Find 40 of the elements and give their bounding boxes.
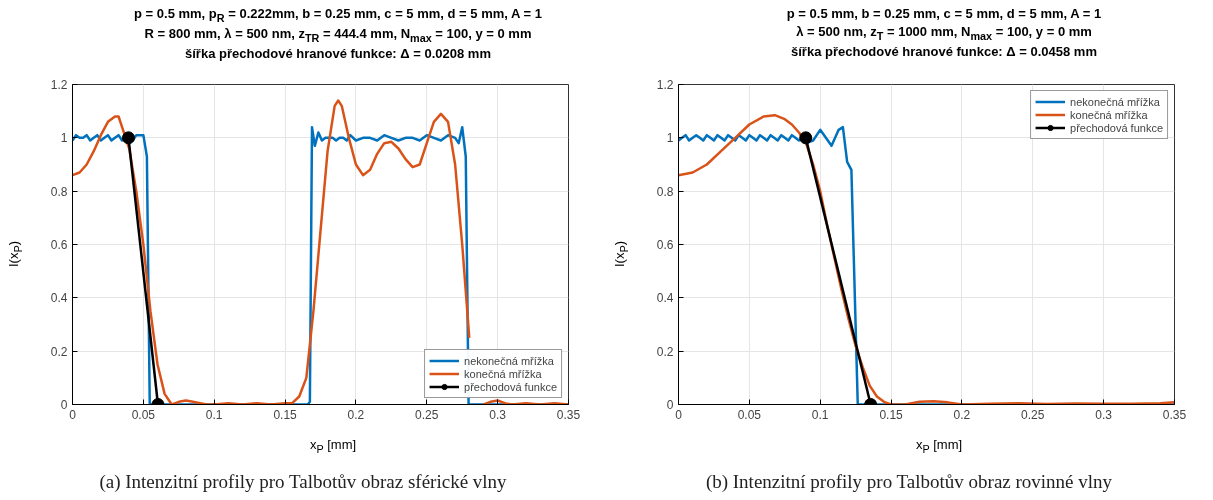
text: (a) Intenzitní profily pro Talbotův obraz sférické vlny <box>99 470 507 494</box>
chart-title: p = 0.5 mm, p$_{R}$ = 0.222mm, b = 0.25 mm, c = 5 mm, d = 5 mm, A = 1 R = 800 mm, λ = 500 nm, z$_{TR}$ = 444.4 mm, N$_{max}$ = 100, y = 0 mm šířka přechodové hranové funkce: Δ = 0.0208 mm <box>134 6 542 62</box>
x-tick-label: 0.1 <box>205 407 223 422</box>
x-tick-label: 0.25 <box>1021 407 1045 422</box>
y-tick-label: 0.4 <box>656 291 674 306</box>
x-tick-label: 0.35 <box>556 407 581 422</box>
x-tick-label: 0.05 <box>131 407 156 422</box>
y-tick-label: 0 <box>666 398 674 412</box>
y-tick-label: 1.2 <box>50 78 68 92</box>
y-tick-label: 0.4 <box>50 291 68 306</box>
x-tick-label: 0.1 <box>811 407 829 422</box>
legend-label: přechodová funkce <box>464 380 557 393</box>
y-tick-label: 1.2 <box>656 78 674 92</box>
x-tick-label: 0.2 <box>347 407 365 422</box>
x-tick-label: 0.15 <box>273 407 298 422</box>
chart-title: p = 0.5 mm, b = 0.25 mm, c = 5 mm, d = 5 mm, A = 1 λ = 500 nm, z$_{T}$ = 1000 mm, N$_{max}$ = 100, y = 0 mm šířka přechodové hranové funkce: Δ = 0.0458 mm <box>786 5 1102 61</box>
y-tick-label: 0.2 <box>50 344 68 359</box>
legend-label: nekonečná mřížka <box>464 354 554 367</box>
y-tick-label: 1 <box>60 131 68 146</box>
x-axis-title: x$_{P}$ [mm] <box>309 436 357 457</box>
x-tick-label: 0.3 <box>489 407 507 422</box>
y-tick-label: 0.6 <box>656 238 674 252</box>
legend-label: konečná mřížka <box>464 367 542 380</box>
y-tick-label: 0.8 <box>50 184 68 199</box>
x-tick-label: 0.2 <box>953 407 971 422</box>
y-tick-label: 0.6 <box>50 238 68 252</box>
y-tick-label: 1 <box>666 131 674 146</box>
y-tick-label: 0.8 <box>656 184 674 199</box>
legend-label: přechodová funkce <box>1070 121 1163 134</box>
x-tick-label: 0.05 <box>737 407 762 422</box>
text: (b) Intenzitní profily pro Talbotův obraz rovinné vlny <box>705 470 1113 494</box>
legend-label: konečná mřížka <box>1070 108 1148 121</box>
x-axis-title: x$_{P}$ [mm] <box>915 436 963 457</box>
x-tick-label: 0.15 <box>879 407 904 422</box>
y-tick-label: 0.2 <box>656 344 674 359</box>
x-tick-label: 0.35 <box>1162 407 1187 422</box>
y-tick-label: 0 <box>60 398 68 412</box>
legend-label: nekonečná mřížka <box>1070 95 1160 108</box>
x-tick-label: 0.25 <box>415 407 439 422</box>
x-tick-label: 0.3 <box>1095 407 1113 422</box>
